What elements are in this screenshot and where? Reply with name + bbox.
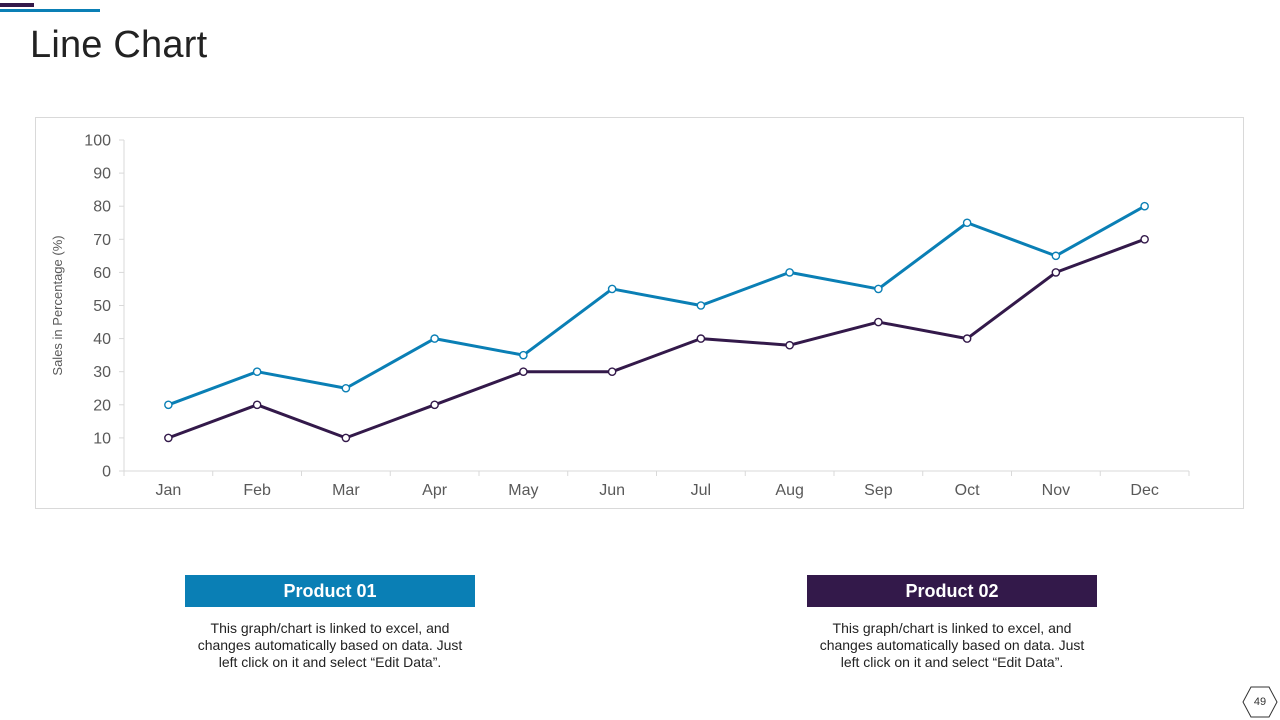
page-title: Line Chart — [30, 24, 208, 66]
x-tick-label-aug: Aug — [775, 482, 803, 499]
series-line-1 — [166, 204, 1147, 407]
chart-canvas: 0 10 20 30 40 50 60 70 80 90 100 Jan Feb Mar Apr May Jun… — [50, 133, 1190, 499]
series-1-point — [1051, 251, 1061, 261]
series-1-point — [607, 284, 617, 294]
title-accent-bar-dark — [0, 3, 34, 7]
series-2-point — [696, 334, 706, 343]
line-chart[interactable]: 0 10 20 30 40 50 60 70 80 90 100 Jan Feb Mar Apr May Jun… — [35, 117, 1244, 509]
series-1-point — [341, 383, 351, 393]
x-tick-label-jun: Jun — [599, 482, 625, 499]
series-2-point — [430, 400, 439, 410]
series-1-point — [164, 400, 173, 410]
series-2-point — [164, 433, 173, 443]
y-tick-label: 100 — [84, 133, 111, 150]
series-2-point — [1051, 268, 1061, 277]
series-1-point — [785, 268, 794, 277]
series-1-point — [874, 284, 883, 294]
series-1-point — [962, 218, 972, 228]
product-01-description: This graph/chart is linked to excel, and… — [197, 620, 463, 670]
series-2-point — [785, 340, 794, 350]
product-02-card: Product 02 This graph/chart is linked to… — [807, 575, 1097, 671]
series-line-2 — [166, 237, 1147, 440]
x-tick-label-jul: Jul — [691, 482, 711, 499]
y-tick-label: 90 — [93, 166, 111, 183]
x-tick-label-may: May — [508, 482, 538, 499]
y-tick-label: 80 — [93, 199, 111, 216]
product-01-header: Product 01 — [185, 575, 475, 607]
series-1-point — [519, 350, 528, 360]
y-tick-label: 30 — [93, 364, 111, 381]
product-01-card: Product 01 This graph/chart is linked to… — [185, 575, 475, 671]
series-1-point — [430, 334, 439, 343]
y-tick-label: 40 — [93, 331, 111, 348]
hexagon-icon — [1242, 686, 1278, 718]
series-1-point — [696, 301, 706, 310]
series-2-point — [341, 433, 351, 443]
y-axis-title: Sales in Percentage (%) — [50, 235, 65, 375]
y-tick-label: 10 — [93, 430, 111, 447]
series-2-point — [519, 367, 528, 376]
x-tick-label-oct: Oct — [955, 482, 980, 499]
y-tick-label: 20 — [93, 397, 111, 414]
product-02-description: This graph/chart is linked to excel, and… — [819, 620, 1085, 670]
page-number: 49 — [1253, 696, 1267, 708]
y-tick-label: 50 — [93, 298, 111, 315]
series-2-point — [252, 400, 262, 410]
series-1-point — [252, 367, 262, 376]
series-2-point — [1140, 235, 1149, 244]
series-2-point — [962, 334, 972, 343]
x-tick-label-apr: Apr — [422, 482, 448, 499]
page-number-badge: 49 — [1242, 686, 1278, 718]
series-2-point — [607, 367, 617, 376]
x-tick-label-feb: Feb — [243, 482, 271, 499]
y-tick-label: 60 — [93, 265, 111, 282]
y-tick-label: 70 — [93, 232, 111, 249]
x-tick-label-mar: Mar — [332, 482, 360, 499]
x-tick-label-dec: Dec — [1130, 482, 1158, 499]
product-02-header: Product 02 — [807, 575, 1097, 607]
x-tick-label-nov: Nov — [1042, 482, 1070, 499]
y-tick-label: 0 — [102, 464, 111, 481]
series-2-point — [874, 317, 883, 327]
x-tick-label-jan: Jan — [155, 482, 181, 499]
series-1-point — [1140, 201, 1149, 211]
title-accent-bar-blue — [0, 9, 100, 12]
x-tick-label-sep: Sep — [864, 482, 893, 499]
